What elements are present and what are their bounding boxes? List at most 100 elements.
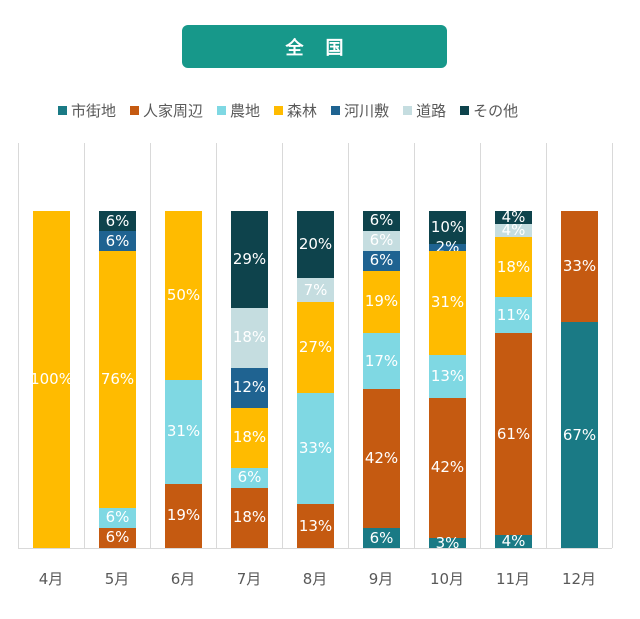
chart-title: 全国: [285, 37, 366, 59]
bar-segment: 33%: [561, 211, 598, 323]
bar-segment: 42%: [363, 389, 400, 529]
data-label: 6%: [237, 468, 262, 487]
bar-segment: 13%: [429, 354, 466, 398]
data-label: 19%: [364, 292, 399, 311]
data-label: 4%: [501, 221, 526, 240]
gridline: [414, 143, 415, 548]
x-tick-label: 10月: [429, 570, 465, 588]
bar-segment: 13%: [297, 504, 334, 548]
bar-segment: 18%: [495, 237, 532, 297]
data-label: 3%: [435, 533, 460, 552]
bar-segment: 31%: [429, 251, 466, 355]
bar-segment: 4%: [495, 533, 532, 548]
data-label: 27%: [298, 338, 333, 356]
data-label: 18%: [232, 328, 267, 347]
bar-segment: 7%: [297, 278, 334, 303]
bar-segment: 29%: [231, 211, 268, 308]
legend-item: 人家周辺: [130, 100, 203, 121]
gridline: [282, 143, 283, 548]
bar-segment: 6%: [231, 467, 268, 488]
data-label: 18%: [232, 428, 267, 447]
x-tick-label: 12月: [561, 570, 597, 588]
bar-segment: 31%: [165, 379, 202, 484]
gridline: [150, 143, 151, 548]
data-label: 29%: [232, 249, 267, 268]
x-axis-line: [18, 548, 612, 549]
gridline: [612, 143, 613, 548]
x-tick-label: 7月: [236, 570, 262, 588]
bar-segment: 50%: [165, 211, 202, 380]
bar-segment: 20%: [297, 211, 334, 279]
data-label: 67%: [562, 425, 597, 444]
bar-segment: 6%: [99, 211, 136, 232]
bar-segment: 6%: [363, 211, 400, 231]
x-tick-label: 6月: [170, 570, 196, 588]
legend-swatch-icon: [403, 106, 413, 115]
bar-4月: 100%: [30, 211, 73, 548]
bar-11月: 4% 61% 11% 18% 4% 4%: [495, 208, 532, 548]
bar-segment: 11%: [495, 296, 532, 334]
data-label: 10%: [430, 218, 465, 237]
bar-9月: 6% 42% 17% 19% 6% 6% 6%: [363, 211, 400, 548]
data-label: 31%: [166, 422, 201, 441]
gridline: [480, 143, 481, 548]
bar-segment: 2%: [429, 240, 466, 255]
gridline: [18, 143, 19, 548]
data-label: 4%: [501, 208, 526, 227]
data-label: 100%: [30, 370, 73, 388]
bar-12月: 67% 33%: [561, 211, 598, 548]
bar-segment: 17%: [363, 333, 400, 390]
bar-segment: 6%: [363, 528, 400, 548]
bar-segment: 12%: [231, 367, 268, 408]
data-label: 33%: [298, 439, 333, 458]
gridline: [348, 143, 349, 548]
legend-swatch-icon: [58, 106, 67, 115]
legend-swatch-icon: [460, 106, 470, 115]
bar-segment: 42%: [429, 397, 466, 538]
bar-segment: 76%: [99, 251, 136, 508]
data-label: 61%: [496, 424, 531, 443]
data-label: 6%: [369, 231, 394, 250]
data-label: 17%: [364, 351, 399, 370]
data-label: 6%: [105, 231, 130, 250]
data-label: 6%: [105, 211, 130, 230]
bar-10月: 3% 42% 13% 31% 2% 10%: [429, 211, 466, 552]
bar-segment: 6%: [363, 250, 400, 271]
bar-segment: 33%: [297, 393, 334, 505]
x-tick-label: 5月: [104, 570, 130, 588]
data-label: 6%: [105, 508, 130, 527]
bar-7月: 18% 6% 18% 12% 18% 29%: [231, 211, 268, 548]
legend-label: 道路: [416, 102, 447, 120]
bar-segment: 6%: [99, 231, 136, 252]
x-tick-label: 9月: [368, 570, 394, 588]
bar-segment: 6%: [99, 527, 136, 548]
data-label: 6%: [369, 211, 394, 230]
gridline: [546, 143, 547, 548]
bar-6月: 19% 31% 50%: [165, 211, 202, 548]
data-label: 6%: [369, 528, 394, 547]
gridline: [216, 143, 217, 548]
legend-swatch-icon: [274, 106, 284, 115]
bar-segment: 4%: [495, 208, 532, 227]
legend-label: 森林: [287, 102, 318, 120]
data-label: 13%: [298, 516, 333, 535]
bar-segment: 4%: [495, 221, 532, 240]
data-label: 42%: [430, 458, 465, 477]
legend-swatch-icon: [130, 106, 140, 115]
bar-segment: 27%: [297, 302, 334, 393]
x-tick-label: 11月: [495, 570, 531, 588]
bar-segment: 10%: [429, 211, 466, 245]
bar-segment: 18%: [231, 407, 268, 468]
legend-item: 市街地: [58, 100, 116, 121]
data-label: 20%: [298, 235, 333, 254]
bar-segment: 100%: [30, 211, 73, 548]
chart-title-banner: 全国: [182, 25, 447, 68]
legend-swatch-icon: [331, 106, 341, 115]
bar-5月: 6% 6% 76% 6% 6%: [99, 211, 136, 548]
legend-item: 農地: [217, 100, 260, 121]
legend-item: 河川敷: [331, 100, 389, 121]
legend-label: 人家周辺: [143, 102, 204, 120]
legend-label: 市街地: [71, 102, 117, 120]
data-label: 6%: [105, 528, 130, 547]
plot-area: 100% 6% 6% 76% 6% 6% 19% 31% 50% 18% 6% 18% 12% 18% 29…: [18, 143, 613, 552]
